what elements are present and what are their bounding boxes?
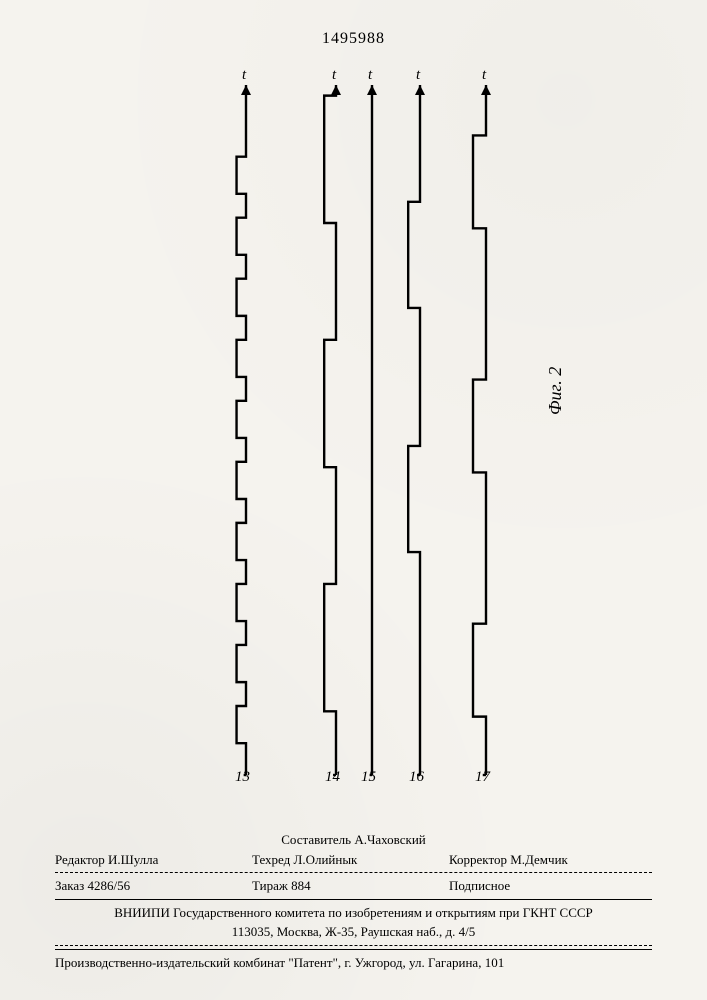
- author-line: Составитель А.Чаховский: [55, 830, 652, 850]
- figure-caption: Фиг. 2: [545, 367, 566, 415]
- svg-text:15: 15: [361, 769, 377, 785]
- divider: [55, 945, 652, 946]
- techred: Техред Л.Олийнык: [252, 850, 449, 870]
- timing-diagram: t 13 t 14 t 15 t 16 t 17: [216, 65, 546, 795]
- page-number: 1495988: [0, 30, 707, 48]
- svg-text:t: t: [242, 67, 247, 83]
- svg-text:t: t: [332, 67, 337, 83]
- org-line-1: ВНИИПИ Государственного комитета по изоб…: [55, 903, 652, 923]
- svg-text:17: 17: [475, 769, 492, 785]
- colophon: Составитель А.Чаховский Редактор И.Шулла…: [55, 830, 652, 972]
- podpis: Подписное: [449, 876, 652, 896]
- corrector: Корректор М.Демчик: [449, 850, 652, 870]
- svg-text:t: t: [416, 67, 421, 83]
- svg-text:t: t: [368, 67, 373, 83]
- divider: [55, 949, 652, 950]
- svg-text:13: 13: [235, 769, 250, 785]
- order-no: Заказ 4286/56: [55, 876, 252, 896]
- producer-line: Производственно-издательский комбинат "П…: [55, 953, 652, 973]
- divider: [55, 899, 652, 900]
- svg-text:t: t: [482, 67, 487, 83]
- org-line-2: 113035, Москва, Ж-35, Раушская наб., д. …: [55, 922, 652, 942]
- divider: [55, 872, 652, 873]
- editor: Редактор И.Шулла: [55, 850, 252, 870]
- tirazh: Тираж 884: [252, 876, 449, 896]
- svg-text:14: 14: [325, 769, 341, 785]
- svg-text:16: 16: [409, 769, 425, 785]
